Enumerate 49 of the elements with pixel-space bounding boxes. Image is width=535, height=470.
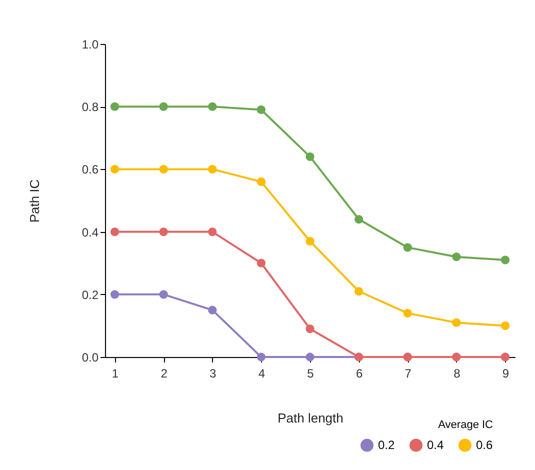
y-tick-label: 0.4 <box>82 225 99 240</box>
x-tick-label: 3 <box>210 366 217 380</box>
point <box>256 105 266 114</box>
point <box>306 236 314 246</box>
point <box>452 252 461 262</box>
point <box>208 227 217 236</box>
point <box>208 102 217 111</box>
legend-label: 0.2 <box>378 438 396 452</box>
legend-label: 0.6 <box>476 438 494 452</box>
y-tick-label: 0.8 <box>82 100 99 114</box>
y-tick-label: 0.0 <box>82 350 99 364</box>
point <box>306 152 314 161</box>
x-tick-label: 8 <box>454 366 461 380</box>
y-axis-title: Path IC <box>26 179 42 223</box>
x-tick-label: 2 <box>160 366 168 380</box>
x-tick-label: 7 <box>404 366 412 380</box>
point <box>208 306 217 314</box>
point <box>110 227 120 236</box>
point <box>500 321 510 330</box>
x-tick-label: 6 <box>356 366 363 380</box>
x-axis-title: Path length <box>278 410 344 426</box>
x-tick-label: 9 <box>502 366 510 380</box>
y-tick-label: 1.0 <box>82 38 99 52</box>
point <box>452 318 461 327</box>
point <box>354 214 364 224</box>
x-tick-label: 4 <box>258 366 266 380</box>
legend-title: Average IC <box>438 419 494 431</box>
point <box>256 177 266 186</box>
point <box>159 102 168 111</box>
point <box>110 290 120 299</box>
point <box>110 102 120 111</box>
point <box>208 164 217 174</box>
legend-label: 0.4 <box>427 438 444 452</box>
point <box>256 258 266 268</box>
point <box>354 286 364 296</box>
point <box>256 352 266 362</box>
point <box>306 352 314 362</box>
point <box>159 164 168 174</box>
x-tick-label: 1 <box>112 366 119 380</box>
y-tick-label: 0.2 <box>82 288 99 302</box>
point <box>159 227 168 236</box>
point <box>500 256 510 264</box>
point <box>159 290 168 299</box>
point <box>306 324 314 334</box>
point <box>110 164 120 174</box>
point <box>403 243 412 252</box>
x-tick-label: 5 <box>307 366 314 380</box>
y-tick-label: 0.6 <box>82 162 99 177</box>
point <box>403 308 412 318</box>
